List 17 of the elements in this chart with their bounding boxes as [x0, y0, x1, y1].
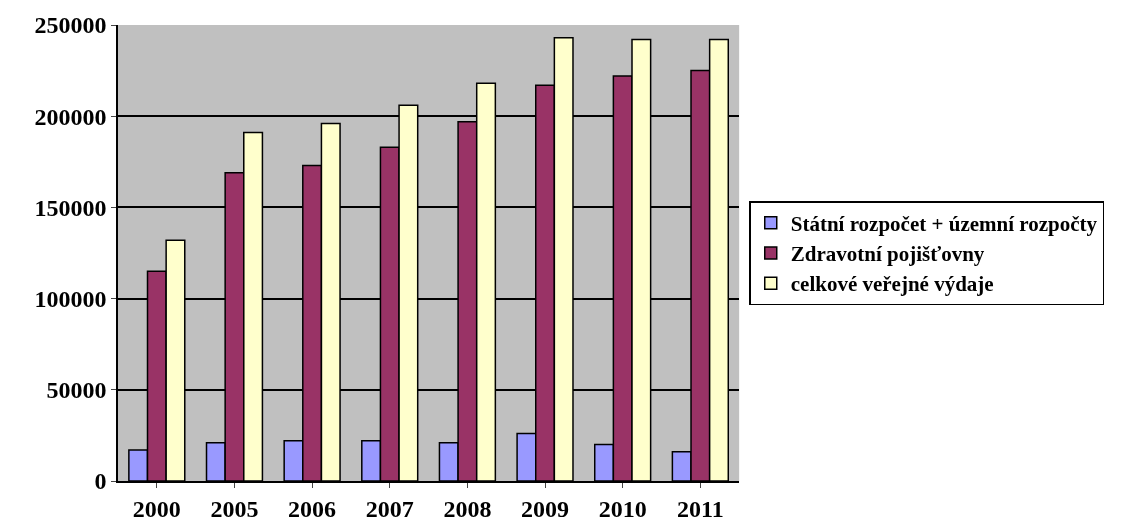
- legend-label: Státní rozpočet + územní rozpočty: [790, 211, 1098, 236]
- y-tick-label: 50000: [46, 377, 107, 404]
- y-tick-label: 100000: [34, 286, 107, 312]
- x-tick-label: 2005: [210, 495, 259, 522]
- x-tick-label: 2006: [288, 495, 337, 522]
- x-tick-label: 2007: [365, 495, 414, 522]
- x-tick-label: 2010: [598, 495, 647, 522]
- y-tick-label: 250000: [34, 12, 107, 39]
- x-tick-label: 2009: [521, 495, 570, 522]
- x-tick-label: 2011: [676, 495, 724, 522]
- legend-label: Zdravotní pojišťovny: [790, 242, 985, 267]
- legend-label: celkové veřejné výdaje: [790, 272, 994, 297]
- x-tick-label: 2000: [132, 495, 181, 522]
- y-tick-label: 0: [94, 468, 107, 495]
- y-tick-label: 150000: [34, 194, 107, 221]
- y-tick-label: 200000: [34, 103, 107, 130]
- x-tick-label: 2008: [443, 495, 492, 522]
